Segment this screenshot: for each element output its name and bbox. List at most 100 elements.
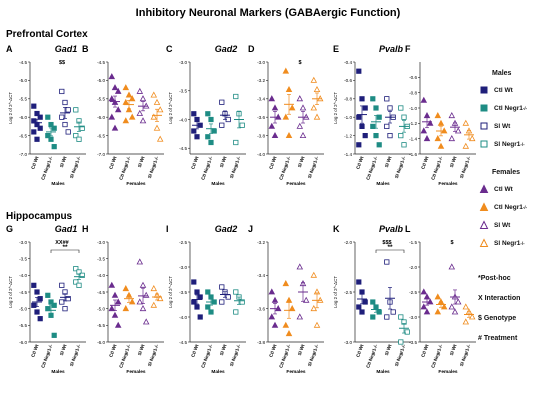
data-point	[370, 314, 376, 320]
data-point	[34, 110, 40, 117]
panel-letter: C	[166, 44, 173, 54]
y-tick-label: -4.5	[179, 340, 187, 345]
data-point	[219, 122, 225, 128]
data-point	[45, 292, 51, 298]
data-point	[434, 135, 442, 142]
data-point	[219, 284, 225, 290]
x-tick-label: Sl Wt	[449, 343, 458, 356]
stat-annotation: $	[298, 60, 301, 66]
data-point	[268, 122, 276, 129]
y-tick-label: -0.4	[344, 60, 352, 65]
data-point	[423, 135, 431, 142]
x-axis-label: Females	[126, 369, 146, 375]
data-point	[79, 125, 85, 131]
y-tick-label: -2.0	[409, 265, 417, 270]
data-point	[59, 282, 65, 288]
x-tick-label: Ctl Wt	[268, 155, 277, 170]
legend-superscript: -/-	[520, 141, 525, 147]
x-tick-label: Sl Wt	[449, 155, 458, 168]
data-point	[282, 67, 290, 74]
x-tick-label: Sl Wt	[384, 343, 393, 356]
y-axis-label: Log 2 of 2^-ΔCT	[333, 276, 338, 308]
y-tick-label: -4.0	[97, 273, 105, 278]
panel-letter: J	[248, 224, 253, 234]
data-point	[296, 122, 304, 129]
legend-label: Ctl Negr1	[494, 104, 523, 112]
x-tick-label: Ctl Wt	[190, 343, 199, 358]
y-tick-label: -3.0	[179, 265, 187, 270]
legend-female-item: Ctl Negr1 -/-	[478, 198, 550, 216]
data-point	[37, 125, 43, 131]
y-tick-label: -1.4	[344, 152, 352, 157]
data-point	[285, 330, 293, 337]
data-point	[398, 314, 404, 320]
data-point	[108, 281, 116, 288]
panel-E: E Pvalb -0.4 -0.6 -0.8 -1.0 -1.2 -1.4 Log 2 of 2…	[333, 44, 411, 187]
data-point	[108, 95, 116, 102]
section-hippocampus: Hippocampus	[6, 211, 73, 222]
y-tick-label: -7.0	[97, 152, 105, 157]
y-axis-label: Log 2 of 2^-ΔCT	[333, 92, 338, 124]
data-point	[268, 95, 276, 102]
data-point	[401, 114, 407, 120]
x-axis-label: Females	[286, 181, 306, 187]
data-point	[142, 318, 150, 325]
data-point	[139, 281, 147, 288]
y-axis-label: Log 2 of 2^-ΔCT	[8, 276, 13, 308]
data-point	[125, 106, 133, 113]
data-point	[139, 95, 147, 102]
data-point	[34, 309, 40, 315]
data-point	[370, 299, 376, 305]
y-tick-label: -2.0	[344, 240, 352, 245]
legend-note: # Treatment	[478, 334, 518, 342]
data-point	[462, 318, 470, 325]
data-point	[150, 301, 158, 308]
data-point	[205, 304, 211, 310]
gene-title: Gad2	[215, 224, 238, 234]
legend-male-item: Ctl Wt	[478, 81, 550, 99]
panel-letter: I	[166, 224, 169, 234]
data-point	[356, 279, 362, 285]
data-point	[299, 104, 307, 111]
y-tick-label: -3.5	[97, 256, 105, 261]
data-point	[111, 311, 119, 318]
data-point	[136, 87, 144, 94]
data-point	[420, 127, 428, 134]
data-point	[296, 313, 304, 320]
data-point	[136, 109, 144, 116]
y-tick-label: -3.5	[179, 290, 187, 295]
legend-label: Ctl Wt	[494, 86, 513, 94]
data-point	[45, 114, 51, 120]
data-point	[114, 106, 122, 113]
data-point	[31, 302, 37, 308]
data-point	[437, 119, 445, 126]
data-point	[440, 303, 448, 310]
data-point	[37, 296, 43, 302]
legend-label: Sl Negr1	[494, 239, 521, 247]
significance-stars: **	[62, 244, 68, 251]
y-tick-label: -0.8	[344, 97, 352, 102]
data-point	[191, 299, 197, 305]
data-point	[34, 289, 40, 295]
y-tick-label: -5.5	[19, 323, 27, 328]
data-point	[313, 321, 321, 328]
legend-superscript: -/-	[522, 105, 528, 111]
data-point	[437, 142, 445, 149]
data-point	[370, 96, 376, 102]
data-point	[205, 289, 211, 295]
data-point	[31, 129, 37, 135]
data-point	[122, 305, 130, 312]
stat-annotation: $$	[59, 60, 65, 66]
y-tick-label: -5.0	[19, 78, 27, 83]
data-point	[62, 121, 68, 128]
x-axis-label: Males	[51, 181, 65, 187]
significance-bracket	[375, 249, 405, 253]
data-point	[356, 68, 362, 74]
legend-symbol-icon	[479, 220, 489, 229]
y-tick-label: -1.4	[409, 136, 417, 141]
y-tick-label: -6.0	[19, 340, 27, 345]
y-tick-label: -6.5	[97, 133, 105, 138]
y-tick-label: -4.5	[19, 60, 27, 65]
